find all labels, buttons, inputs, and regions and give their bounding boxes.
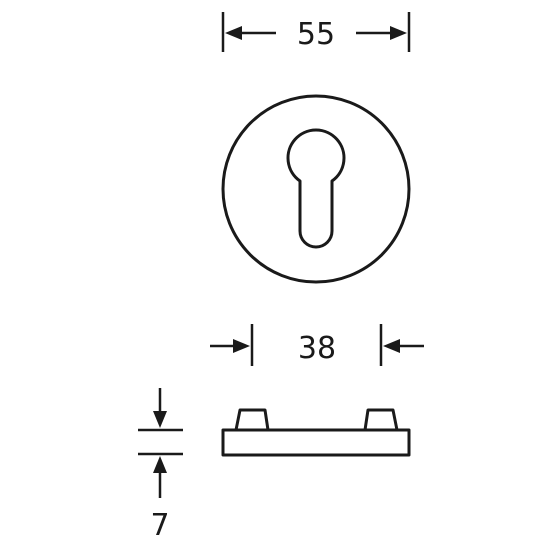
dimension-label-55: 55 bbox=[297, 17, 335, 52]
dimension-7: 7 bbox=[138, 388, 183, 543]
arrowhead-left bbox=[233, 339, 250, 353]
arrowhead-down bbox=[153, 411, 167, 428]
dimension-38: 38 bbox=[210, 324, 424, 366]
rose-outline bbox=[221, 94, 411, 284]
arrowhead-up bbox=[153, 456, 167, 473]
base-plate bbox=[221, 428, 411, 457]
right-boss bbox=[363, 408, 399, 431]
escutcheon-front-view bbox=[221, 94, 411, 284]
dimension-label-38: 38 bbox=[298, 331, 336, 366]
dimension-label-7: 7 bbox=[150, 508, 169, 543]
arrowhead-right bbox=[390, 26, 407, 40]
escutcheon-side-view bbox=[221, 408, 411, 457]
left-boss bbox=[234, 408, 270, 431]
dimension-55: 55 bbox=[221, 12, 411, 52]
keyhole-outline bbox=[286, 128, 346, 249]
arrowhead-right bbox=[383, 339, 400, 353]
arrowhead-left bbox=[225, 26, 242, 40]
